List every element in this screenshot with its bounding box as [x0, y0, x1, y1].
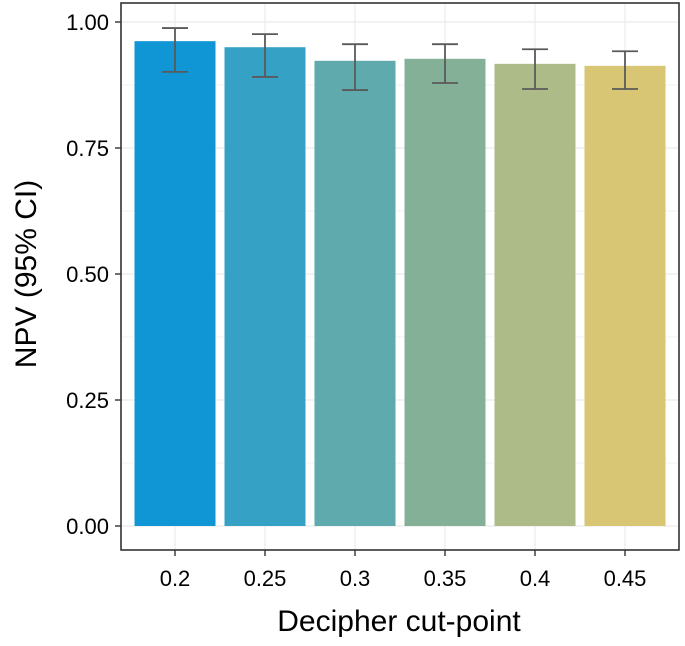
bars	[134, 41, 666, 527]
y-tick-label: 0.00	[66, 514, 109, 539]
error-bar-0.25	[252, 33, 278, 78]
x-axis: 0.2 0.25 0.3 0.35 0.4 0.45	[160, 550, 647, 591]
x-tick-label: 0.3	[340, 566, 371, 591]
bar-0.3	[314, 60, 396, 527]
x-tick-label: 0.25	[244, 566, 287, 591]
x-tick-label: 0.2	[160, 566, 191, 591]
error-bar-0.4	[522, 48, 548, 90]
bar-0.25	[224, 47, 306, 526]
x-tick-label: 0.35	[424, 566, 467, 591]
bar-0.35	[404, 58, 486, 527]
error-bar-0.45	[612, 50, 638, 90]
y-tick-label: 0.50	[66, 262, 109, 287]
x-tick-label: 0.45	[604, 566, 647, 591]
y-tick-label: 0.25	[66, 388, 109, 413]
error-bars	[162, 27, 638, 91]
bar-0.2	[134, 41, 216, 526]
bar-0.4	[494, 63, 576, 526]
error-bar-0.35	[432, 43, 458, 84]
y-axis-title: NPV (95% CI)	[10, 180, 43, 368]
y-axis: 0.00 0.25 0.50 0.75 1.00	[66, 10, 121, 539]
bar-0.45	[584, 65, 666, 527]
x-tick-label: 0.4	[520, 566, 551, 591]
error-bar-0.2	[162, 27, 188, 73]
y-tick-label: 1.00	[66, 10, 109, 35]
x-axis-title: Decipher cut-point	[277, 605, 521, 638]
y-tick-label: 0.75	[66, 136, 109, 161]
panel-border	[120, 2, 680, 551]
error-bar-0.3	[342, 43, 368, 91]
